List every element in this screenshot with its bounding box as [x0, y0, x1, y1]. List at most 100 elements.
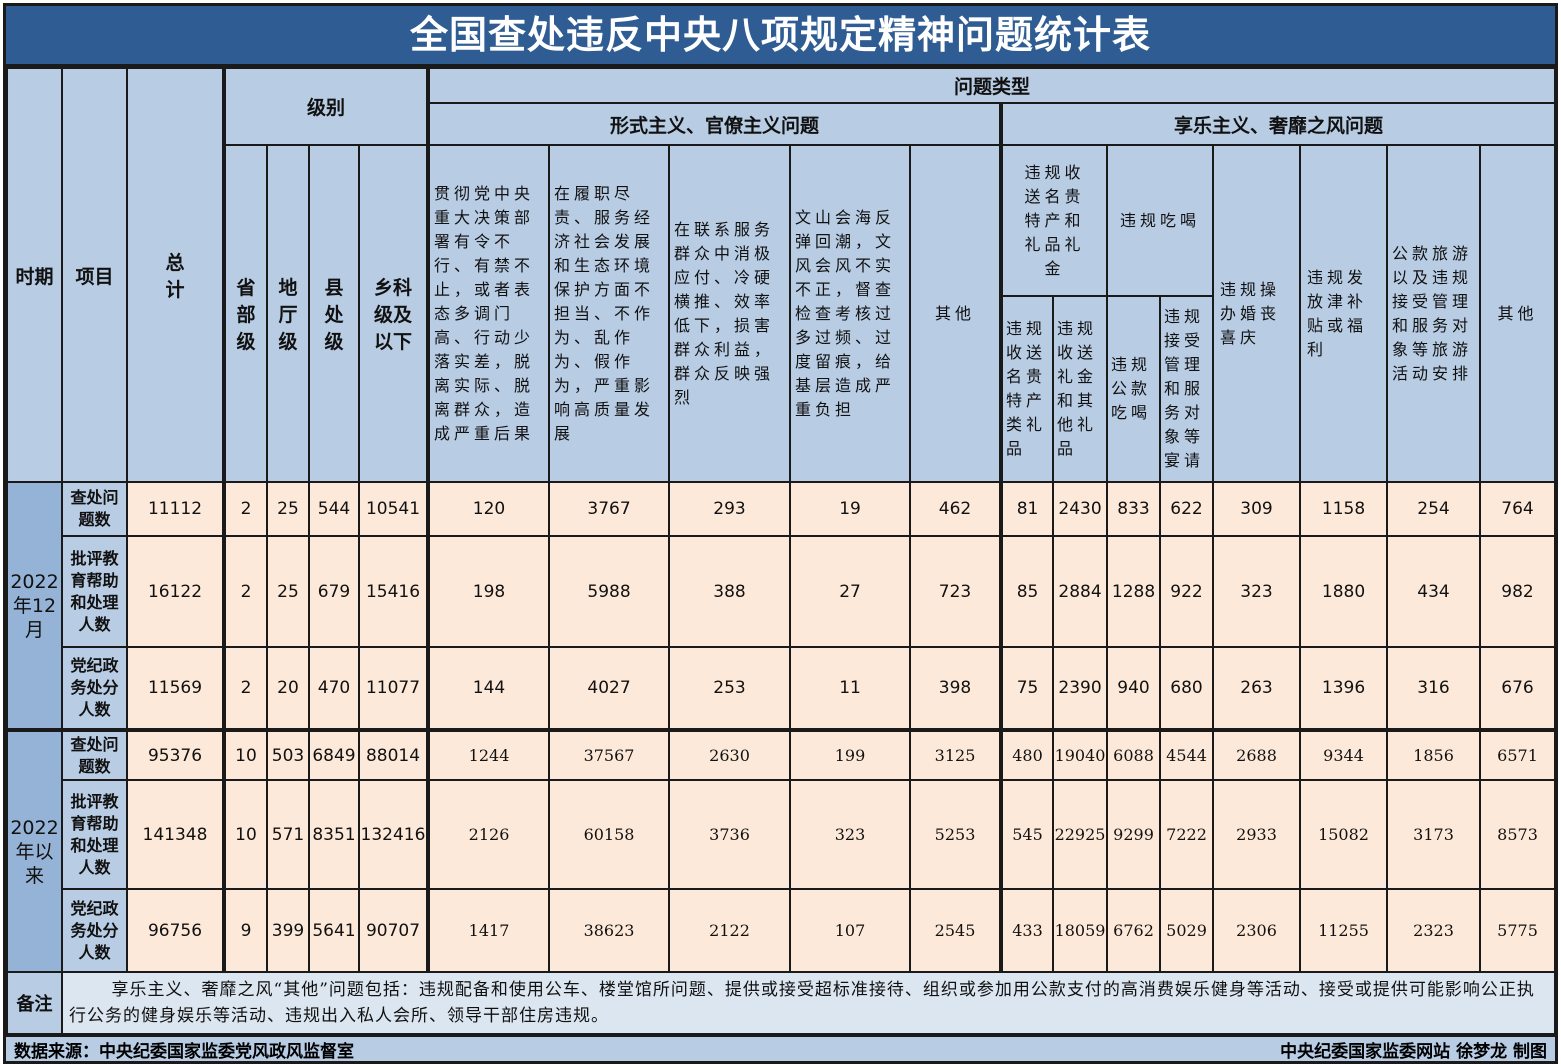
cell-value: 544 [308, 481, 360, 537]
note-label: 备注 [6, 971, 63, 1035]
cell-value: 676 [1479, 646, 1557, 731]
cell-value: 1244 [426, 728, 551, 781]
cell-value: 8573 [1479, 779, 1557, 890]
cell-value: 9344 [1299, 728, 1389, 781]
cell-value: 96756 [126, 888, 225, 973]
table-row: 2022年12月 查处问题数 11112 2 25 544 10541 120 3767 293 1… [6, 481, 1557, 731]
cell-value: 10 [222, 728, 268, 781]
cell-value: 5988 [548, 535, 671, 648]
cell-value: 309 [1212, 481, 1302, 537]
cell-value: 27 [789, 535, 912, 648]
cell-value: 922 [1159, 535, 1215, 648]
cell-value: 545 [999, 779, 1055, 890]
cell-value: 254 [1386, 481, 1482, 537]
header-gifts-sub-2: 违规收送礼金和其他礼品 [1052, 295, 1109, 483]
header-hedonism-col-travel: 公款旅游以及违规接受管理和服务对象等旅游活动安排 [1386, 144, 1482, 483]
cell-value: 11112 [126, 481, 225, 537]
header-total: 总计 [126, 67, 225, 483]
cell-value: 3767 [548, 481, 671, 537]
cell-value: 293 [668, 481, 792, 537]
cell-value: 940 [1106, 646, 1162, 731]
row-item-label: 党纪政务处分人数 [61, 888, 128, 973]
cell-value: 15416 [357, 535, 430, 648]
cell-value: 15082 [1299, 779, 1389, 890]
cell-value: 75 [999, 646, 1055, 731]
cell-value: 1417 [426, 888, 551, 973]
cell-value: 1880 [1299, 535, 1389, 648]
cell-value: 2323 [1386, 888, 1482, 973]
cell-value: 38623 [548, 888, 671, 973]
cell-value: 4027 [548, 646, 671, 731]
cell-value: 2630 [668, 728, 792, 781]
cell-value: 323 [1212, 535, 1302, 648]
cell-value: 433 [999, 888, 1055, 973]
cell-value: 480 [999, 728, 1055, 781]
cell-value: 120 [426, 481, 551, 537]
header-formalism-col-4: 文山会海反弹回潮，文风会风不实不正，督查检查考核过多过频、过度留痕，给基层造成严… [789, 144, 912, 483]
table-row: 批评教育帮助和处理人数 141348 10 571 8351 132416 2126 6015… [7, 779, 1557, 890]
table-title: 全国查处违反中央八项规定精神问题统计表 [6, 6, 1555, 67]
cell-value: 2933 [1212, 779, 1302, 890]
cell-value: 2 [222, 535, 268, 648]
cell-value: 1158 [1299, 481, 1389, 537]
header-item: 项目 [61, 67, 128, 483]
cell-value: 90707 [357, 888, 430, 973]
header-formalism-col-3: 在联系服务群众中消极应付、冷硬横推、效率低下，损害群众利益，群众反映强烈 [668, 144, 792, 483]
cell-value: 25 [266, 481, 310, 537]
cell-value: 388 [668, 535, 792, 648]
header-hedonism-col-subsidies: 违规发放津补贴或福利 [1299, 144, 1389, 483]
header-level-province: 省部级 [222, 144, 268, 483]
cell-value: 9 [222, 888, 268, 973]
cell-value: 1856 [1386, 728, 1482, 781]
cell-value: 571 [266, 779, 310, 890]
cell-value: 470 [308, 646, 360, 731]
cell-value: 18059 [1052, 888, 1109, 973]
cell-value: 6088 [1106, 728, 1162, 781]
cell-value: 19 [789, 481, 912, 537]
header-dining-sub-1: 违规公款吃喝 [1106, 295, 1162, 483]
cell-value: 85 [999, 535, 1055, 648]
header-formalism: 形式主义、官僚主义问题 [426, 102, 1003, 146]
cell-value: 10541 [357, 481, 430, 537]
row-item-label: 查处问题数 [61, 728, 128, 781]
cell-value: 107 [789, 888, 912, 973]
cell-value: 6849 [308, 728, 360, 781]
cell-value: 1288 [1106, 535, 1162, 648]
header-hedonism-col-other: 其他 [1479, 144, 1557, 483]
cell-value: 680 [1159, 646, 1215, 731]
cell-value: 2126 [426, 779, 551, 890]
table-row: 批评教育帮助和处理人数 16122 2 25 679 15416 198 5988 388 27 7… [7, 535, 1557, 648]
cell-value: 132416 [357, 779, 430, 890]
cell-value: 7222 [1159, 779, 1215, 890]
cell-value: 316 [1386, 646, 1482, 731]
cell-value: 22925 [1052, 779, 1109, 890]
cell-value: 5775 [1479, 888, 1557, 973]
cell-value: 4544 [1159, 728, 1215, 781]
cell-value: 462 [909, 481, 1003, 537]
cell-value: 19040 [1052, 728, 1109, 781]
header-formalism-col-5: 其他 [909, 144, 1003, 483]
cell-value: 323 [789, 779, 912, 890]
cell-value: 723 [909, 535, 1003, 648]
cell-value: 60158 [548, 779, 671, 890]
header-hedonism-col-weddings: 违规操办婚丧喜庆 [1212, 144, 1302, 483]
cell-value: 2306 [1212, 888, 1302, 973]
row-item-label: 查处问题数 [61, 481, 128, 537]
cell-value: 6762 [1106, 888, 1162, 973]
cell-value: 11077 [357, 646, 430, 731]
period-label: 2022年12月 [6, 481, 63, 731]
cell-value: 20 [266, 646, 310, 731]
cell-value: 11 [789, 646, 912, 731]
header-period: 时期 [6, 67, 63, 483]
header-formalism-col-2: 在履职尽责、服务经济社会发展和生态环境保护方面不担当、不作为、乱作为、假作为，严… [548, 144, 671, 483]
cell-value: 982 [1479, 535, 1557, 648]
note-text: 享乐主义、奢靡之风“其他”问题包括：违规配备和使用公车、楼堂馆所问题、提供或接受… [60, 971, 1557, 1035]
cell-value: 199 [789, 728, 912, 781]
cell-value: 434 [1386, 535, 1482, 648]
footer: 数据来源：中央纪委国家监委党风政风监督室 中央纪委国家监委网站 徐梦龙 制图 [6, 1035, 1555, 1062]
table-row: 2022年以来 查处问题数 95376 10 503 6849 88014 1244 37567… [6, 728, 1557, 973]
table-row: 党纪政务处分人数 96756 9 399 5641 90707 1417 38623 2122 1… [7, 888, 1557, 973]
cell-value: 88014 [357, 728, 430, 781]
cell-value: 25 [266, 535, 310, 648]
cell-value: 6571 [1479, 728, 1557, 781]
